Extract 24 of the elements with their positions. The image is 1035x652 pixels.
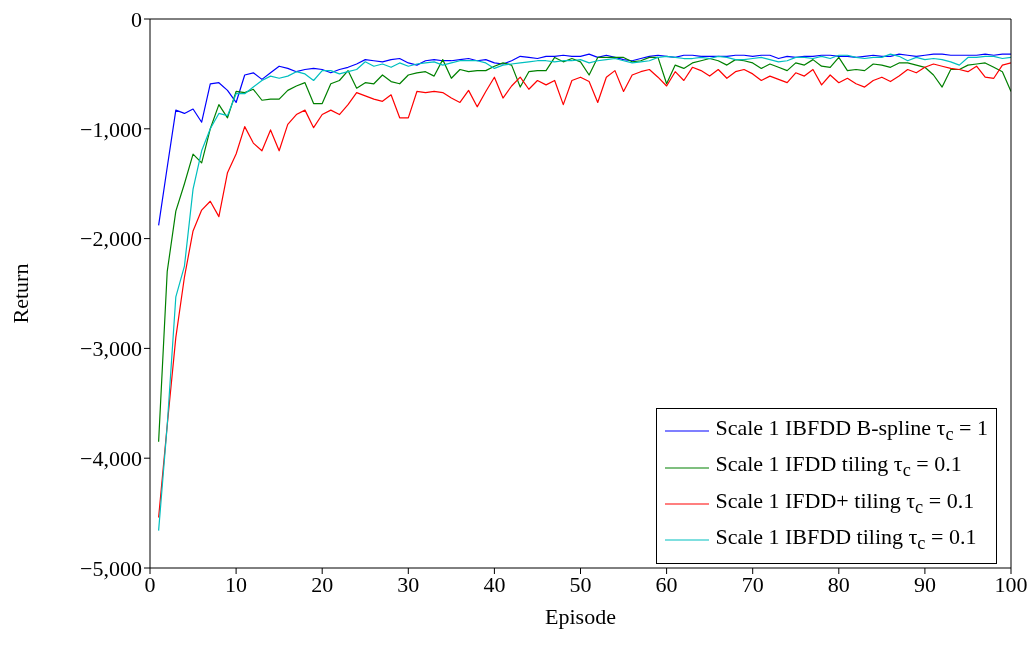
y-tick-label: −2,000: [80, 226, 142, 252]
y-tick-label: −5,000: [80, 555, 142, 581]
y-tick-label: −3,000: [80, 336, 142, 362]
x-tick-label: 10: [225, 571, 248, 597]
legend-label: Scale 1 IFDD+ tiling τ$_{c}$ = 0.1: [715, 487, 975, 518]
x-axis-title: Episode: [545, 604, 616, 629]
y-axis-title: Return: [7, 263, 33, 324]
line-series: [158, 56, 1011, 443]
x-tick-label: 30: [397, 571, 420, 597]
legend-label: Scale 1 IBFDD tiling τ$_{c}$ = 0.1: [715, 524, 977, 554]
y-tick-label: −1,000: [80, 116, 142, 142]
y-tick-label: −4,000: [80, 446, 142, 472]
x-tick-label: 70: [741, 571, 764, 597]
x-tick-label: 100: [994, 571, 1028, 597]
x-tick-label: 50: [569, 571, 592, 597]
legend-label: Scale 1 IBFDD B-spline τ$_{c}$ = 1: [715, 415, 988, 445]
x-tick-label: 80: [827, 571, 850, 597]
line-series: [158, 53, 1011, 227]
x-tick-label: 20: [311, 571, 334, 597]
y-tick-label: 0: [131, 6, 142, 32]
x-tick-label: 90: [913, 571, 936, 597]
legend-label: Scale 1 IFDD tiling τ$_{c}$ = 0.1: [715, 451, 962, 481]
x-tick-label: 60: [655, 571, 678, 597]
x-tick-label: 40: [483, 571, 506, 597]
